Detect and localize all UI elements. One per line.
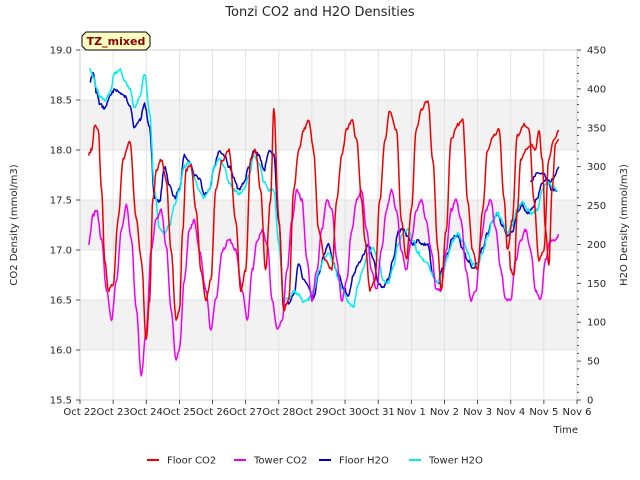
x-axis: Oct 22 Oct 23 Oct 24 Oct 25 Oct 26 Oct 27 Oct … [63,400,592,418]
y-axis-left-title: CO2 Density (mmol/m3) [9,164,20,285]
x-tick-label: Nov 1 [397,407,426,418]
background-bands [80,100,577,350]
x-tick-label: Nov 5 [529,407,558,418]
x-tick-label: Oct 22 [63,407,96,418]
legend: Floor CO2 Tower CO2 Floor H2O Tower H2O [147,456,483,467]
y-right-tick-label: 300 [587,162,606,173]
y-right-tick-label: 350 [587,123,606,134]
legend-label: Tower H2O [428,456,483,467]
x-tick-label: Oct 28 [262,407,295,418]
site-label: TZ_mixed [87,35,146,48]
series-line-floor-h2o-segment [530,166,560,185]
site-label-box: TZ_mixed [81,31,151,51]
y-left-tick-label: 19.0 [50,46,72,57]
x-tick-label: Nov 3 [463,407,492,418]
series-line-floor-co2 [88,100,560,340]
y-axis-left: 15.5 16.0 16.5 17.0 17.5 18.0 18.5 19.0 [50,46,80,407]
x-tick-label: Nov 6 [562,407,591,418]
x-tick-label: Oct 23 [97,407,130,418]
plot-frame [79,49,578,401]
x-tick-label: Oct 24 [130,407,163,418]
x-tick-label: Nov 2 [430,407,459,418]
chart-title: Tonzi CO2 and H2O Densities [224,5,415,20]
legend-label: Floor H2O [339,456,389,467]
y-axis-right-title: H2O Density (mmol/m3) [619,164,630,286]
y-left-tick-label: 18.5 [50,96,72,107]
y-left-tick-label: 15.5 [50,396,72,407]
y-left-tick-label: 18.0 [50,146,72,157]
y-right-tick-label: 200 [587,240,606,251]
series-lines [87,68,560,377]
x-tick-label: Oct 31 [362,407,395,418]
y-axis-right: 0 50 100 150 200 250 300 350 400 450 [577,46,606,407]
legend-label: Tower CO2 [253,456,307,467]
plot-area [79,49,578,401]
legend-label: Floor CO2 [167,456,216,467]
x-tick-label: Oct 26 [196,407,229,418]
y-left-tick-label: 16.0 [50,346,72,357]
x-tick-label: Oct 25 [163,407,196,418]
y-right-tick-label: 50 [587,357,600,368]
x-axis-title: Time [553,425,578,436]
x-tick-label: Oct 27 [229,407,262,418]
y-right-tick-label: 400 [587,84,606,95]
y-right-tick-label: 250 [587,201,606,212]
x-tick-label: Oct 29 [295,407,328,418]
y-left-tick-label: 16.5 [50,296,72,307]
series-line-floor-co2-segment [508,130,560,276]
y-right-tick-label: 150 [587,279,606,290]
x-tick-label: Oct 30 [328,407,361,418]
background-band [80,300,577,350]
y-left-tick-label: 17.0 [50,246,72,257]
y-right-tick-label: 450 [587,46,606,57]
background-band [80,100,577,150]
series-line-tower-co2 [87,188,560,377]
y-right-tick-label: 100 [587,318,606,329]
site-label-frame [81,31,151,51]
x-tick-label: Nov 4 [496,407,525,418]
y-right-tick-label: 0 [587,396,593,407]
y-left-tick-label: 17.5 [50,196,72,207]
